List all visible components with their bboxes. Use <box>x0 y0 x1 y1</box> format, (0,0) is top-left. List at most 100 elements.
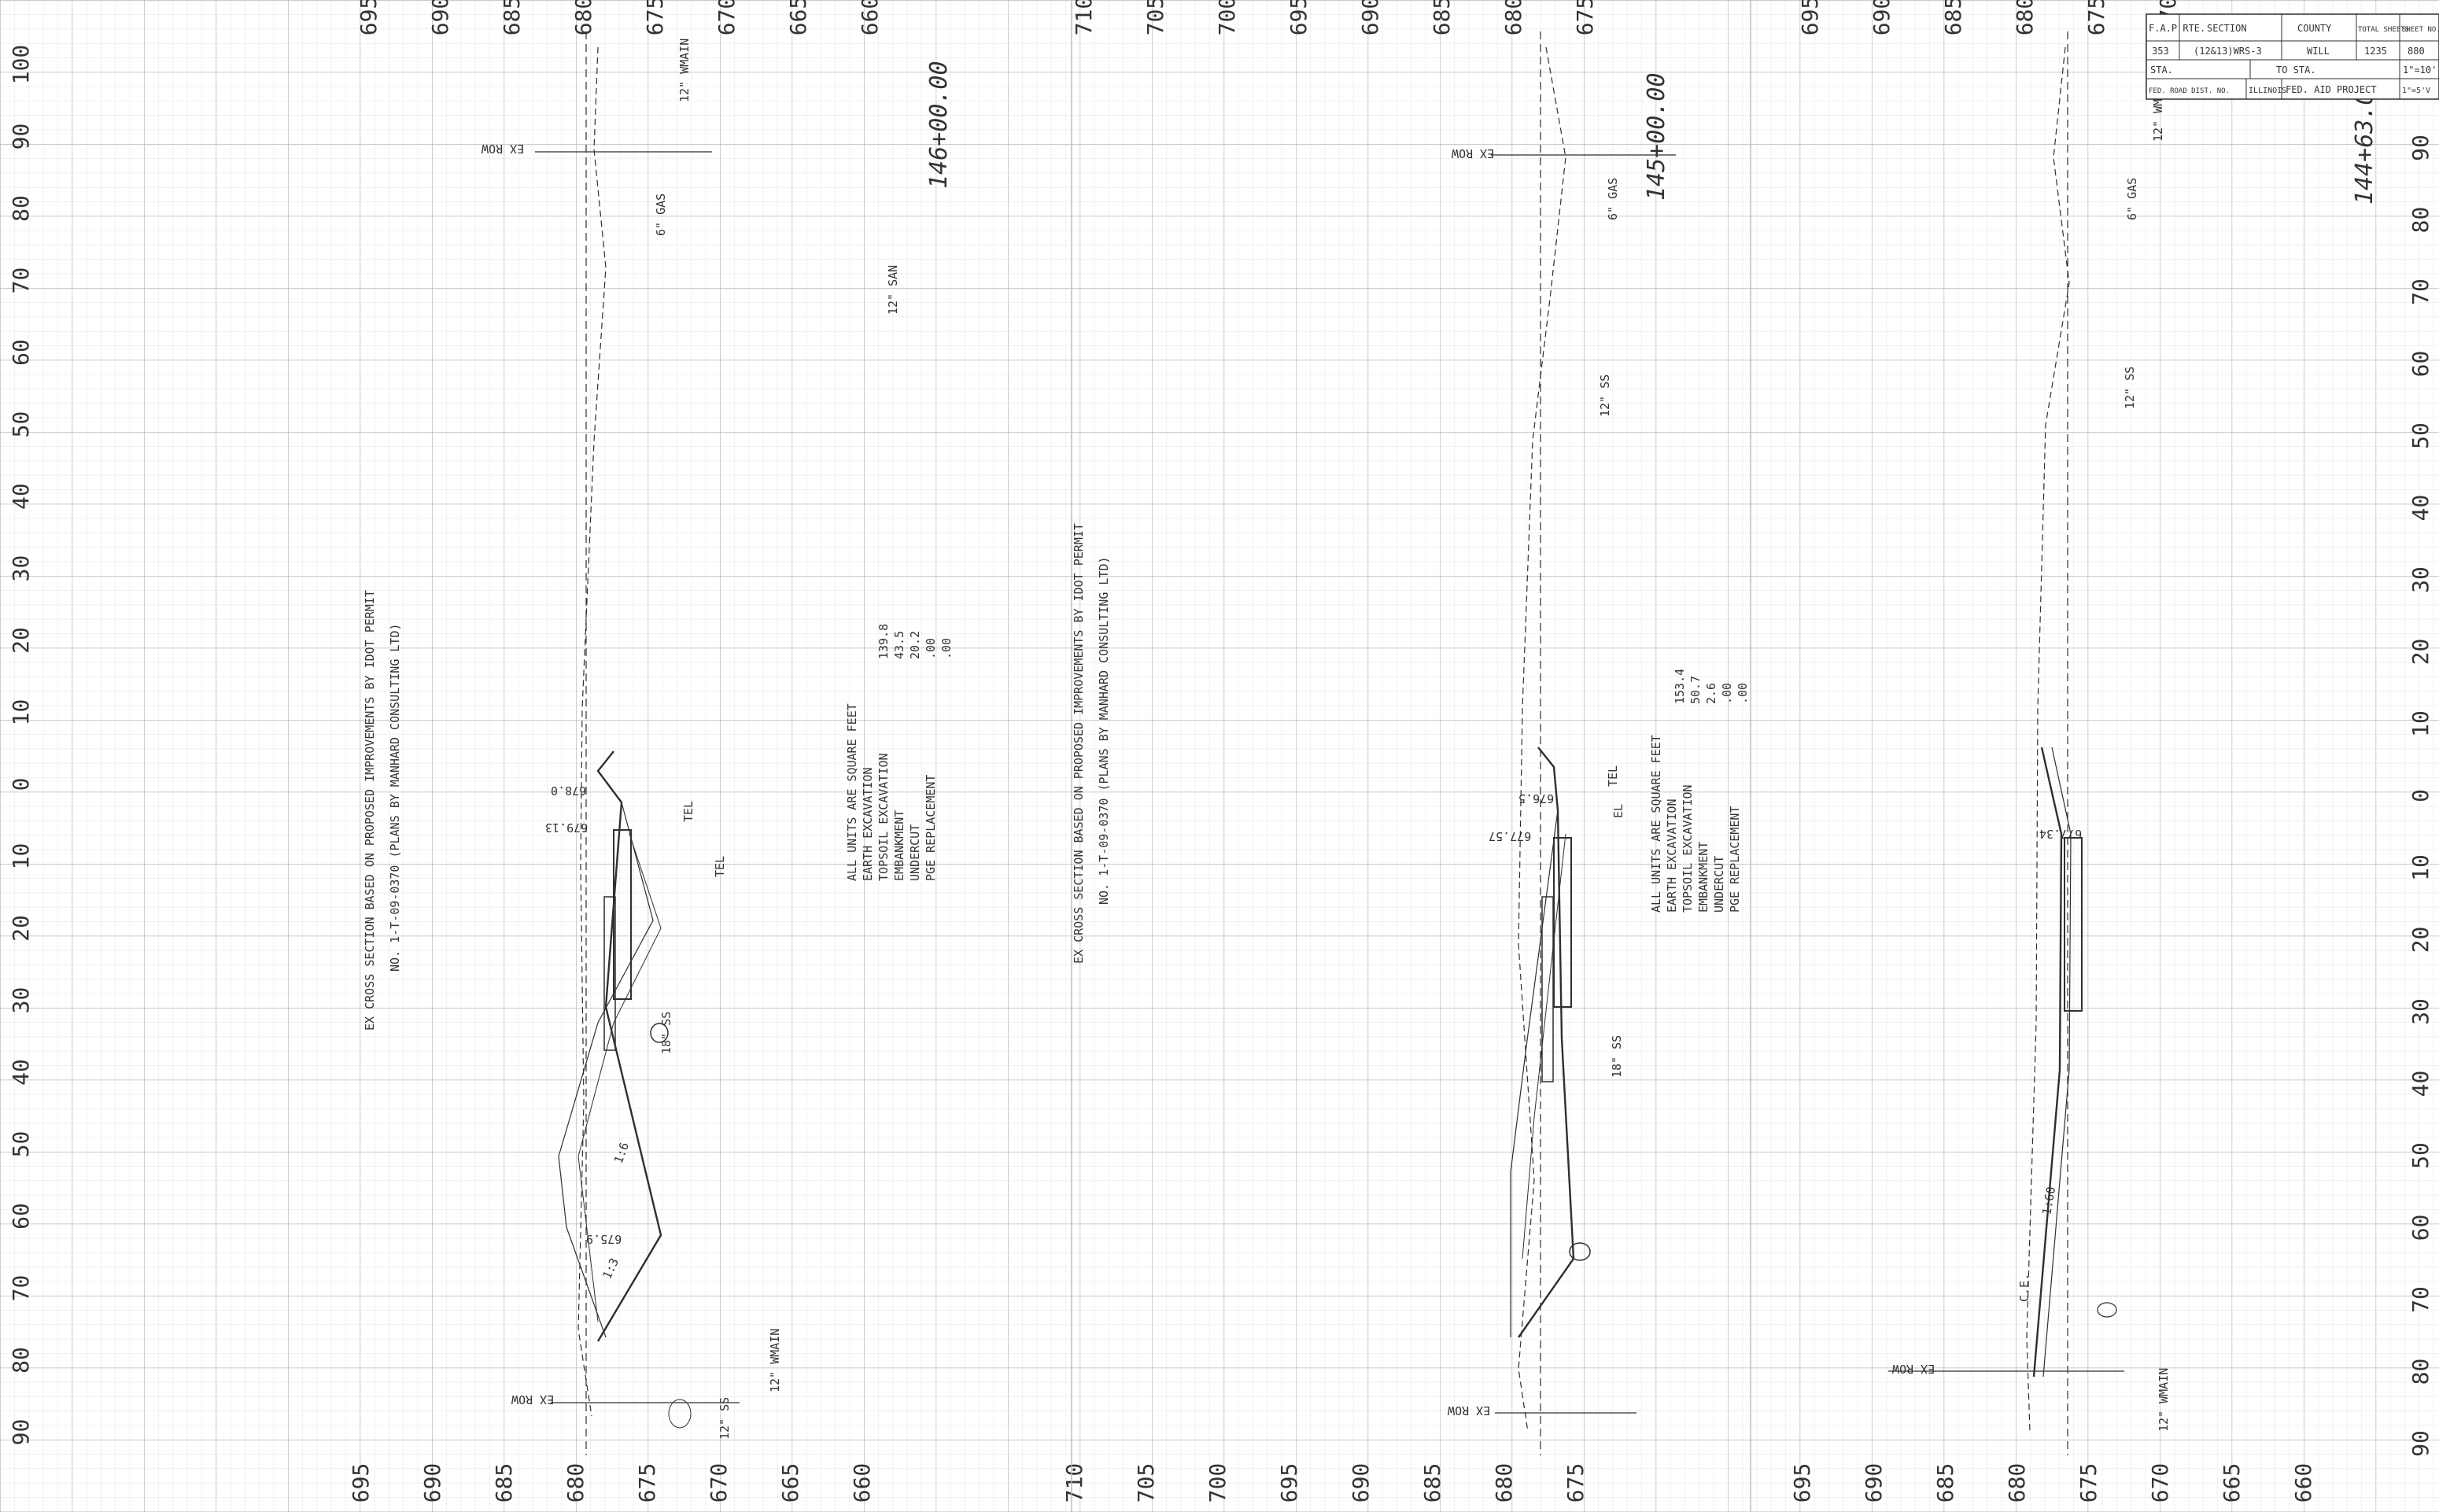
right-offset-scale: 90 80 70 60 50 40 30 20 10 0 10 20 30 40 50 60 70 80 90 <box>2408 135 2433 1457</box>
right-scale-label: 90 <box>2408 1430 2433 1457</box>
elevation-label: 690 <box>1869 0 1895 35</box>
ss-144: 12" SS <box>2123 367 2137 409</box>
elevation-label: 695 <box>356 0 382 35</box>
tb-fap-value: 353 <box>2152 46 2169 57</box>
elevation-label: 675 <box>642 0 668 35</box>
wmain-bottom-146: 12" WMAIN <box>768 1329 782 1392</box>
right-scale-label: 50 <box>2408 1142 2433 1169</box>
ss-bottom-146: 12" SS <box>718 1397 732 1440</box>
elevation-label: 680 <box>2012 0 2038 35</box>
ex-row-bottom-label-146: EX ROW <box>511 1392 554 1407</box>
right-scale-label: 30 <box>2408 998 2433 1025</box>
elev-678-146: 678.0 <box>551 784 586 798</box>
elev-679-146: 679.13 <box>545 821 588 835</box>
existing-profile-146 <box>558 802 654 1338</box>
right-scale-label: 40 <box>2408 1071 2433 1097</box>
left-scale-label: 50 <box>8 411 34 438</box>
note-146-line1: EX CROSS SECTION BASED ON PROPOSED IMPRO… <box>363 590 377 1031</box>
pavement-box-146 <box>613 829 632 1000</box>
elevation-label: 685 <box>1940 0 1966 35</box>
left-scale-label: 80 <box>8 1347 34 1374</box>
tel-b-146: TEL <box>713 856 727 877</box>
elevation-label: 675 <box>634 1463 660 1503</box>
tel-b-145: EL <box>1611 804 1625 818</box>
qty-topsoil-label-146: TOPSOIL EXCAVATION <box>876 753 891 881</box>
qty-undercut-value-146: .00 <box>924 638 938 659</box>
left-scale-label: 20 <box>8 627 34 654</box>
wmain-circle-144 <box>2097 1302 2117 1318</box>
left-scale-label: 40 <box>8 483 34 510</box>
right-scale-label: 10 <box>2408 710 2433 737</box>
tb-section-value: (12&13)WRS-3 <box>2194 46 2262 57</box>
elev-676-145: 676.5 <box>1518 791 1554 806</box>
left-scale-label: 60 <box>8 1203 34 1230</box>
right-scale-label: 60 <box>2408 351 2433 378</box>
ex-row-top-label-145: EX ROW <box>1451 146 1494 160</box>
gas-146: 6" GAS <box>654 194 668 236</box>
qty-embank-label-146: EMBANKMENT <box>892 810 906 881</box>
elevation-label: 660 <box>2290 1463 2316 1503</box>
station-146: 146+00.00 <box>925 61 953 189</box>
existing-ground-144 <box>2026 46 2070 1433</box>
right-scale-label: 70 <box>2408 1286 2433 1313</box>
tb-total-value: 1235 <box>2364 46 2387 57</box>
note-146-line2: NO. 1-T-09-0370 (PLANS BY MANHARD CONSUL… <box>388 623 402 972</box>
qty-topsoil-value-146: 43.5 <box>892 631 906 659</box>
tb-total-header: TOTAL SHEETS <box>2358 26 2409 34</box>
gas-145: 6" GAS <box>1606 178 1620 220</box>
elevation-label: 695 <box>1797 0 1823 35</box>
tel-a-146: TEL <box>681 801 696 822</box>
right-scale-label: 0 <box>2408 789 2433 802</box>
elevation-label: 695 <box>1789 1463 1815 1503</box>
note-145-line2: NO. 1-T-09-0370 (PLANS BY MANHARD CONSUL… <box>1097 556 1111 905</box>
elevation-label: 695 <box>1276 1463 1302 1503</box>
right-scale-label: 10 <box>2408 854 2433 881</box>
wmain-bottom-circle-146 <box>668 1399 692 1429</box>
ss-18-145: 18" SS <box>1610 1035 1624 1078</box>
slope-160-144: 1:60 <box>2039 1186 2058 1216</box>
elevation-scale-bottom-146: 695 690 685 680 675 670 665 660 <box>348 1463 875 1503</box>
qty-pge-value-145: .00 <box>1736 683 1750 704</box>
right-scale-label: 60 <box>2408 1215 2433 1241</box>
panel-145 <box>1491 31 1676 1455</box>
elevation-label: 675 <box>1563 1463 1588 1503</box>
elevation-scale-bottom-144: 695 690 685 680 675 670 665 660 <box>1789 1463 2316 1503</box>
qty-embank-value-145: 2.6 <box>1704 683 1718 704</box>
left-scale-label: 10 <box>8 843 34 870</box>
wmain-top-146: 12" WMAIN <box>677 39 692 102</box>
elevation-label: 685 <box>499 0 525 35</box>
elevation-label: 680 <box>1500 0 1526 35</box>
sewer-18-145 <box>1569 1242 1591 1261</box>
qty-earth-label-146: EARTH EXCAVATION <box>861 768 875 882</box>
tb-to-sta-label: TO STA. <box>2276 65 2316 76</box>
elev-677-145: 677.57 <box>1489 829 1531 843</box>
elevation-label: 680 <box>1491 1463 1517 1503</box>
left-scale-label: 70 <box>8 267 34 294</box>
right-scale-label: 50 <box>2408 422 2433 449</box>
elevation-label: 695 <box>1286 0 1312 35</box>
elevation-label: 670 <box>706 1463 732 1503</box>
left-scale-label: 10 <box>8 699 34 726</box>
sewer-18-146 <box>650 1023 669 1043</box>
right-scale-label: 80 <box>2408 207 2433 234</box>
qty-earth-value-145: 153.4 <box>1673 669 1687 704</box>
qty-embank-label-145: EMBANKMENT <box>1696 842 1710 913</box>
proposed-profile-145 <box>1518 747 1575 1338</box>
tb-county-header: COUNTY <box>2297 23 2332 34</box>
elevation-label: 660 <box>849 1463 875 1503</box>
elevation-label: 685 <box>1429 0 1455 35</box>
ss-146: 18" SS <box>659 1012 673 1054</box>
wmain-bottom-144: 12" WMAIN <box>2157 1368 2171 1432</box>
elevation-label: 665 <box>785 0 811 35</box>
left-scale-label: 90 <box>8 1419 34 1446</box>
elevation-label: 670 <box>714 0 740 35</box>
pavement-box-144 <box>2064 837 2083 1012</box>
right-scale-label: 80 <box>2408 1359 2433 1385</box>
qty-header-146: ALL UNITS ARE SQUARE FEET <box>845 703 859 881</box>
tb-county-value: WILL <box>2307 46 2330 57</box>
proposed-edge-144 <box>2042 747 2072 1377</box>
panel-146 <box>535 31 740 1455</box>
